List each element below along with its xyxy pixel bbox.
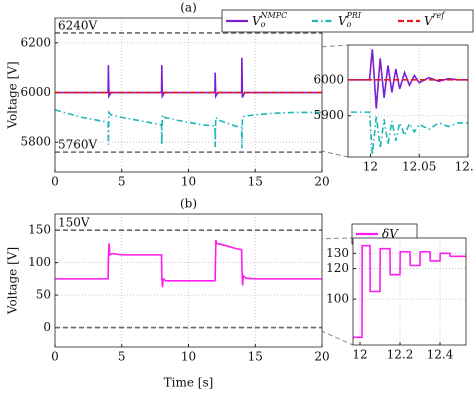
data-line [55,239,322,288]
panel-title: (b) [180,197,197,211]
legend-label-part: ref [433,11,447,20]
legend-label: VoPRI [338,11,362,29]
legend-label-part: PRI [346,11,362,20]
zoom-line [261,237,354,241]
x-tick-label: 12.05 [402,160,436,174]
legend-label-part: o [347,20,352,29]
legend-label-part: δV [382,227,399,241]
annotation-label: 5760V [58,138,98,152]
data-line [350,49,468,109]
x-tick-label: 12.2 [387,348,414,362]
axes-frame [54,17,323,173]
axes-frame [347,44,469,158]
legend-label-part: NMPC [260,11,288,20]
x-tick-label: 0 [51,350,59,364]
y-tick-label: 5900 [313,108,344,122]
x-tick-label: 12 [363,160,378,174]
x-tick-label: 10 [181,175,196,189]
legend-box [221,9,474,33]
x-tick-label: 12.1 [455,160,474,174]
legend-label-part: V [424,14,434,28]
y-tick-label: 120 [326,261,349,275]
plot-area [348,45,468,157]
x-tick-label: 0 [51,175,59,189]
legend-label-part: V [252,14,262,28]
x-tick-label: 20 [314,350,329,364]
panel-title: (a) [180,1,197,15]
x-tick-label: 12 [352,348,367,362]
x-tick-label: 15 [248,175,263,189]
x-tick-label: 10 [181,350,196,364]
legend-label: Vref [424,11,446,28]
x-tick-label: 20 [314,175,329,189]
axes-frame [54,213,323,348]
annotation-label: 150V [58,216,90,230]
plot-area [55,18,322,172]
annotation-label: 6240V [58,18,98,32]
y-axis-label: Voltage [V] [6,247,20,315]
y-tick-label: 100 [326,292,349,306]
y-tick-label: 6000 [313,72,344,86]
x-tick-label: 5 [118,175,126,189]
legend-label-part: o [261,20,266,29]
x-tick-label: 15 [248,350,263,364]
data-line [353,244,466,339]
x-tick-label: 12.4 [427,348,454,362]
legend-label-part: V [338,14,348,28]
y-tick-label: 5800 [20,135,51,149]
legend-label: VoNMPC [252,11,287,29]
y-tick-label: 130 [326,246,349,260]
y-tick-label: 150 [28,223,51,237]
y-tick-label: 100 [28,255,51,269]
x-tick-label: 5 [118,350,126,364]
y-tick-label: 0 [43,320,51,334]
y-axis-label: Voltage [V] [6,61,20,129]
x-axis-label: Time [s] [164,376,214,390]
y-tick-label: 6000 [20,85,51,99]
y-tick-label: 6200 [20,35,51,49]
axes-frame [352,237,467,346]
legend-label: δV [382,227,399,241]
data-line [54,109,322,149]
y-tick-label: 50 [36,288,51,302]
